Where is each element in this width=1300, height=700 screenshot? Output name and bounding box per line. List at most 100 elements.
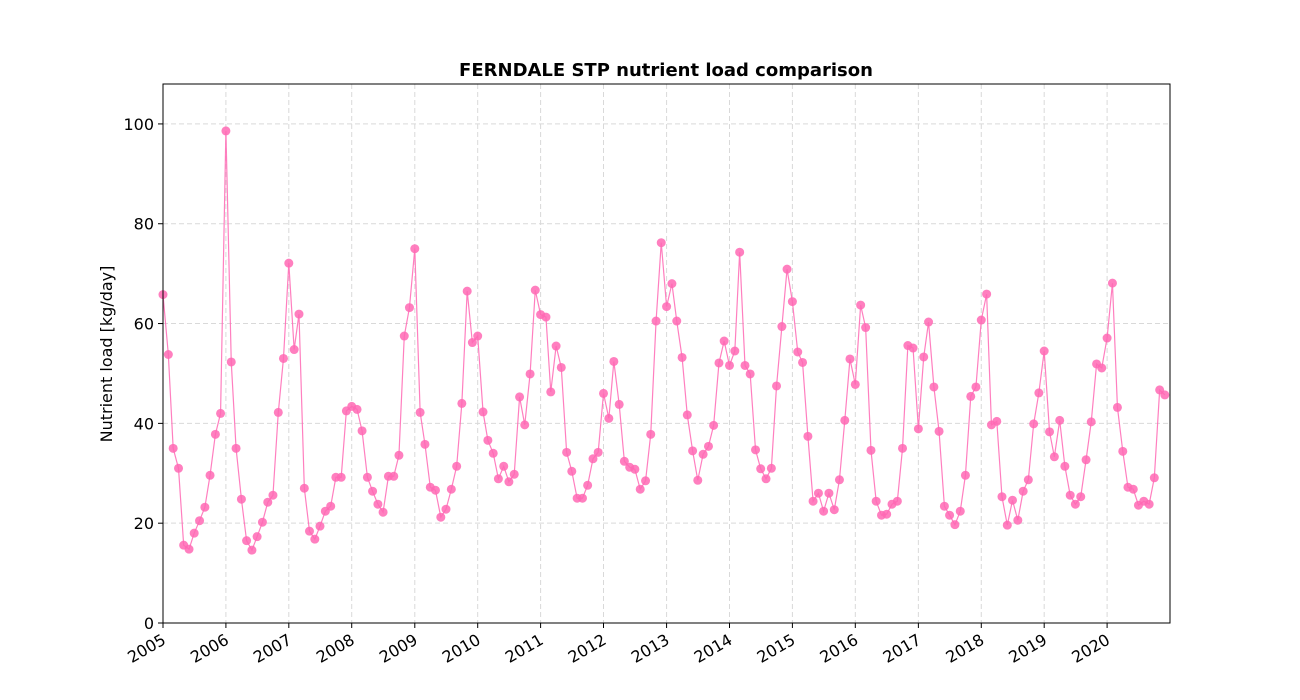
y-axis-label: Nutrient load [kg/day] — [97, 266, 116, 443]
data-point — [1029, 419, 1039, 429]
y-tick-label: 100 — [123, 115, 154, 134]
data-point — [221, 126, 231, 136]
data-point — [641, 476, 651, 486]
data-point — [389, 471, 399, 481]
data-point — [577, 493, 587, 503]
data-point — [934, 426, 944, 436]
chart-title: FERNDALE STP nutrient load comparison — [459, 60, 873, 81]
data-point — [1034, 388, 1044, 398]
data-point — [955, 506, 965, 516]
data-point — [976, 315, 986, 325]
data-point — [210, 429, 220, 439]
data-point — [530, 285, 540, 295]
data-point — [189, 528, 199, 538]
data-point — [950, 520, 960, 530]
data-point — [656, 238, 666, 248]
data-point — [667, 279, 677, 289]
data-point — [467, 338, 477, 348]
data-point — [866, 445, 876, 455]
data-point — [1018, 486, 1028, 496]
data-point — [263, 497, 273, 507]
data-point — [719, 336, 729, 346]
data-point — [404, 303, 414, 313]
data-point — [829, 505, 839, 515]
data-point — [1102, 333, 1112, 343]
data-point — [751, 445, 761, 455]
data-point — [1049, 452, 1059, 462]
data-point — [216, 408, 226, 418]
data-point — [289, 345, 299, 355]
data-point — [525, 369, 535, 379]
data-point — [677, 352, 687, 362]
data-point — [583, 480, 593, 490]
y-axis: 0 20 40 60 80 100 — [123, 115, 163, 633]
data-point — [1128, 484, 1138, 494]
data-point — [1002, 520, 1012, 530]
data-point — [1023, 475, 1033, 485]
data-point — [1070, 499, 1080, 509]
data-point — [824, 488, 834, 498]
data-point — [473, 331, 483, 341]
data-point — [635, 484, 645, 494]
data-point — [740, 360, 750, 370]
data-point — [599, 388, 609, 398]
data-point — [567, 466, 577, 476]
series-layer — [158, 126, 1170, 555]
data-point — [735, 247, 745, 257]
data-point — [724, 360, 734, 370]
data-point — [410, 244, 420, 254]
data-point — [1065, 490, 1075, 500]
data-point — [772, 381, 782, 391]
data-point — [273, 407, 283, 417]
data-point — [1107, 278, 1117, 288]
data-point — [819, 506, 829, 516]
data-point — [299, 483, 309, 493]
data-point — [766, 463, 776, 473]
data-point — [436, 512, 446, 522]
data-point — [509, 469, 519, 479]
data-point — [446, 484, 456, 494]
data-point — [662, 302, 672, 312]
data-point — [913, 424, 923, 434]
data-point — [630, 464, 640, 474]
data-point — [551, 341, 561, 351]
data-point — [646, 429, 656, 439]
data-point — [1112, 402, 1122, 412]
data-point — [892, 496, 902, 506]
data-point — [803, 431, 813, 441]
data-point — [304, 526, 314, 536]
y-tick-label: 60 — [134, 315, 154, 334]
data-point — [310, 534, 320, 544]
data-point — [184, 544, 194, 554]
data-point — [163, 350, 173, 359]
data-point — [562, 447, 572, 457]
data-point — [688, 446, 698, 456]
data-point — [960, 470, 970, 480]
data-point — [278, 353, 288, 363]
y-tick-label: 0 — [144, 614, 154, 633]
data-point — [992, 416, 1002, 426]
data-point — [861, 323, 871, 333]
data-point — [840, 415, 850, 425]
data-point — [268, 490, 278, 500]
data-point — [326, 501, 336, 511]
data-point — [205, 470, 215, 480]
data-point — [1045, 427, 1055, 437]
data-point — [682, 410, 692, 420]
data-point — [483, 435, 493, 445]
data-point — [499, 461, 509, 471]
data-point — [452, 461, 462, 471]
y-tick-label: 40 — [134, 414, 154, 433]
data-point — [315, 521, 325, 531]
data-point — [834, 475, 844, 485]
data-point — [945, 510, 955, 520]
data-point — [284, 258, 294, 268]
data-point — [515, 392, 525, 402]
data-point — [672, 316, 682, 326]
y-tick-label: 80 — [134, 215, 154, 234]
data-point — [966, 391, 976, 401]
data-point — [420, 439, 430, 449]
data-point — [850, 379, 860, 389]
data-point — [1149, 473, 1159, 483]
